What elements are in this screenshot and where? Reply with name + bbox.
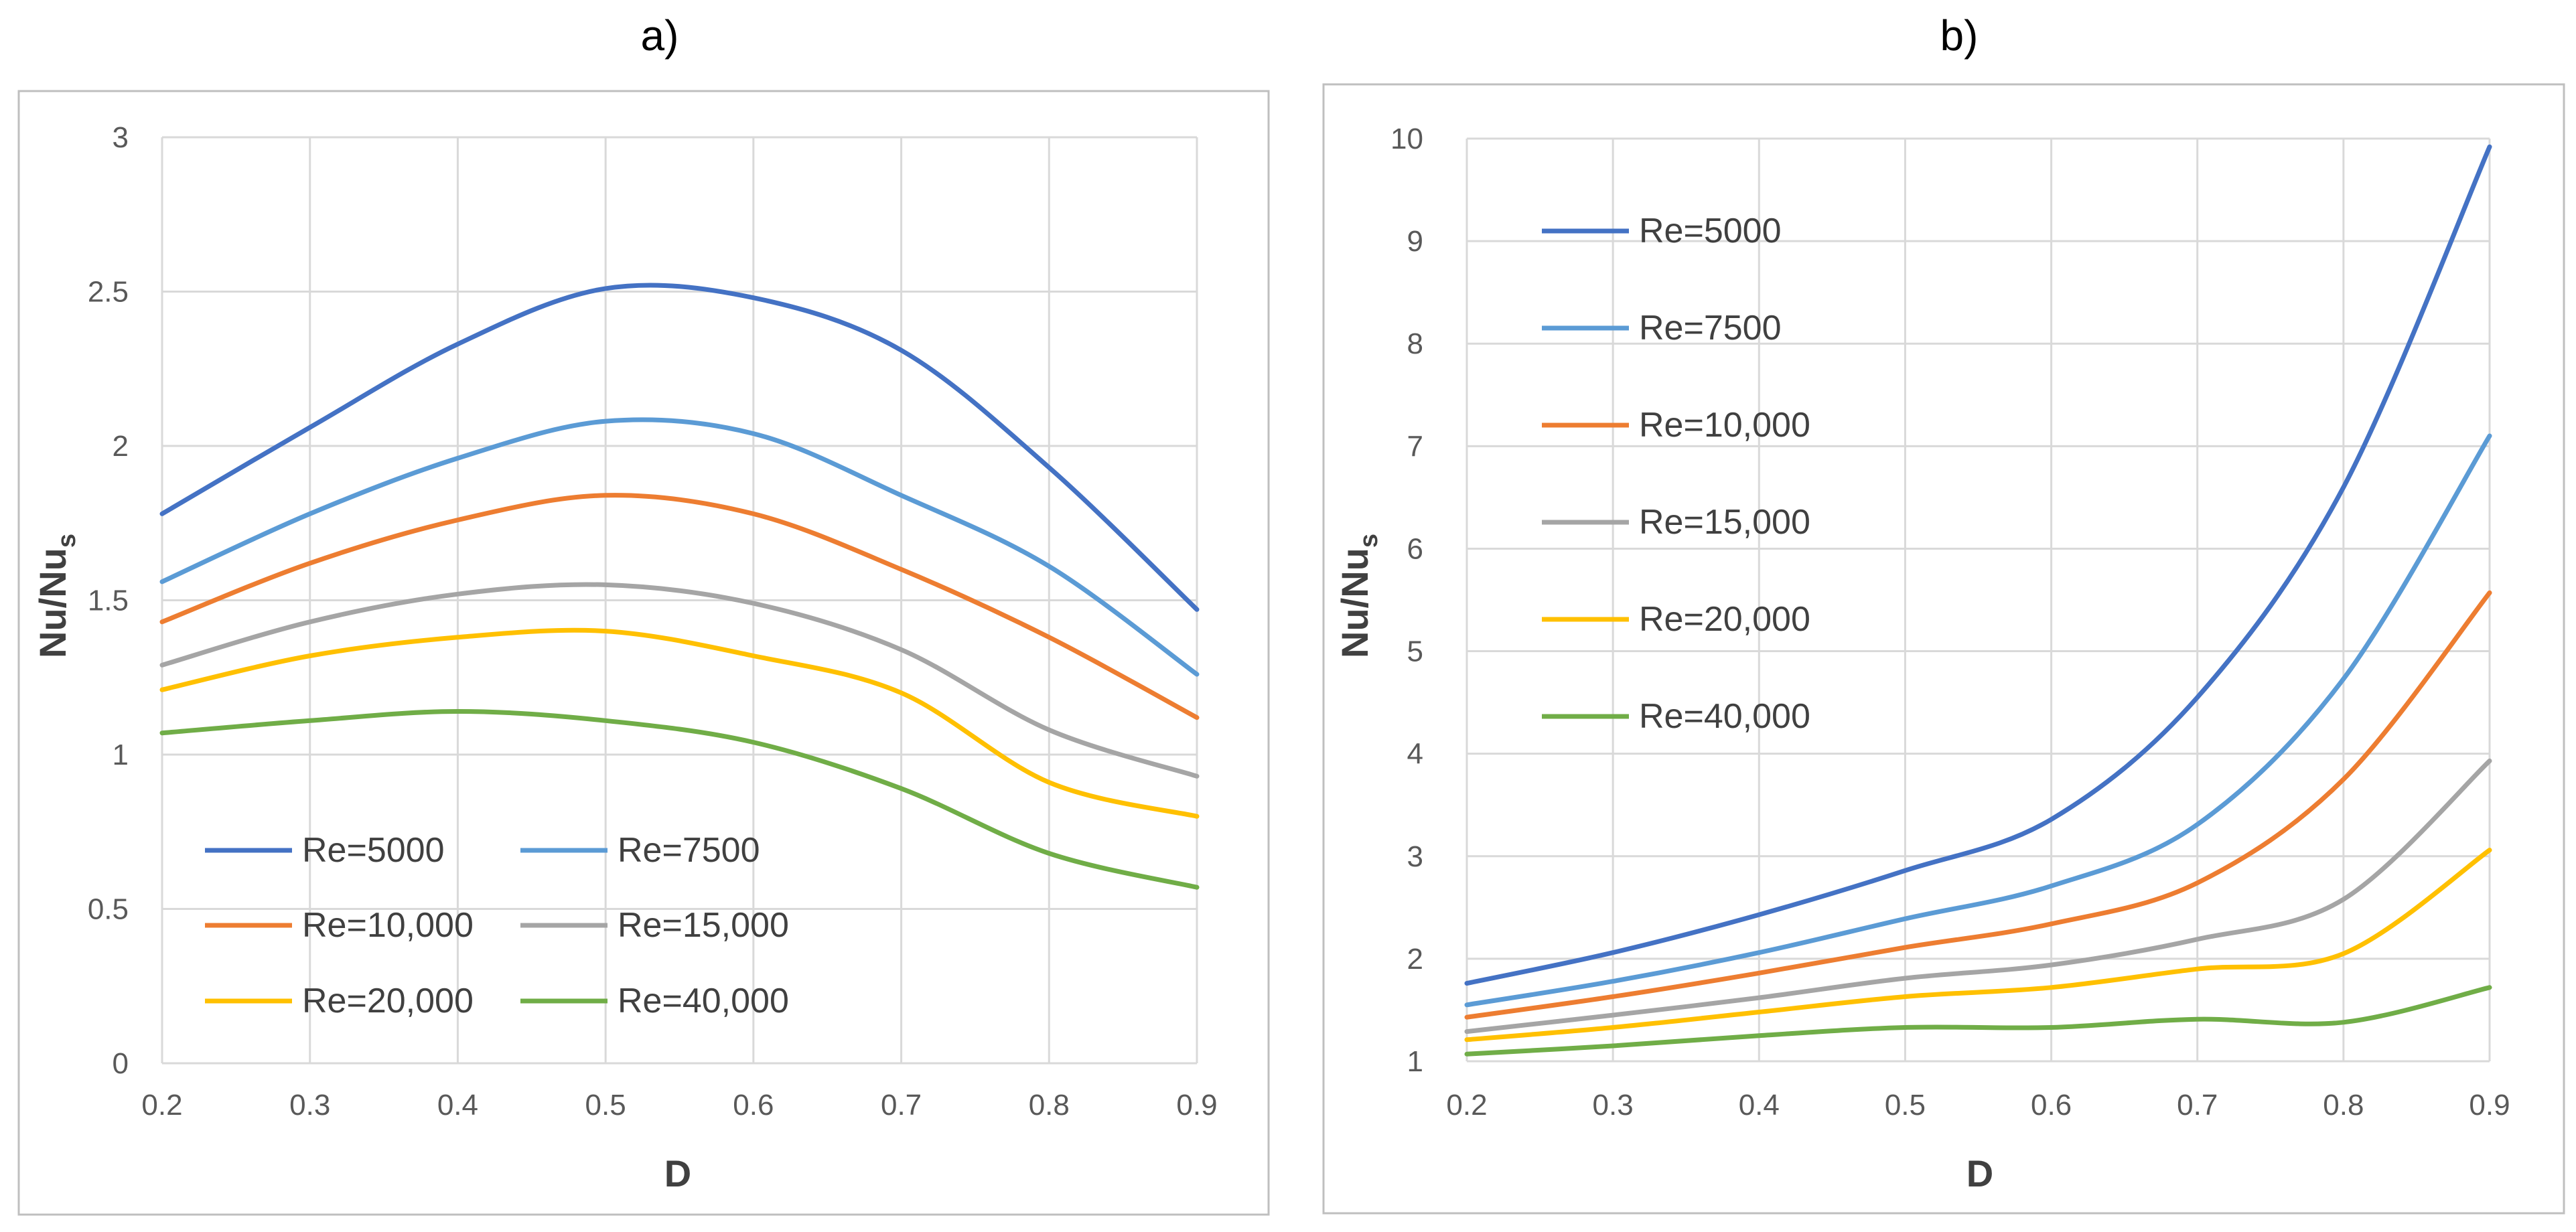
legend: Re=5000 Re=7500 Re=10,000 Re=15,000 Re=20,00… — [1542, 212, 1810, 736]
y-tick-label: 3 — [113, 121, 129, 154]
series-line — [1464, 590, 2492, 1020]
x-axis-title: D — [1966, 1152, 1993, 1195]
x-tick-label: 0.3 — [289, 1089, 330, 1122]
legend-label: Re=15,000 — [618, 906, 789, 945]
x-tick-label: 0.9 — [1176, 1089, 1217, 1122]
series-line — [159, 709, 1200, 890]
legend-item: Re=15,000 — [1542, 503, 1810, 542]
legend-item: Re=7500 — [1542, 309, 1782, 348]
series-lines — [159, 283, 1200, 890]
x-tick-label: 0.3 — [1593, 1089, 1634, 1122]
legend-item: Re=10,000 — [1542, 406, 1810, 445]
legend-item: Re=5000 — [1542, 212, 1782, 250]
series-line — [1464, 848, 2492, 1043]
y-tick-label: 0 — [113, 1047, 129, 1080]
series-line — [159, 582, 1200, 779]
chart-panel-a: a) 0 0.5 1 1.5 2 2.5 3 0.2 0.3 0.4 0.5 0.6 0.7 0.8 0.9 D… — [17, 11, 1270, 1216]
y-tick-label: 2.5 — [88, 276, 129, 309]
legend-item: Re=40,000 — [1542, 697, 1810, 736]
x-tick-label: 0.5 — [1885, 1089, 1926, 1122]
x-tick-label: 0.4 — [437, 1089, 478, 1122]
y-tick-label: 1 — [113, 739, 129, 771]
y-tick-label: 6 — [1407, 532, 1423, 565]
y-axis-title: Nu/Nus — [1334, 534, 1383, 658]
y-axis-title: Nu/Nus — [31, 534, 81, 658]
series-line — [1464, 144, 2492, 986]
x-tick-label: 0.7 — [881, 1089, 922, 1122]
series-line — [159, 417, 1200, 677]
y-tick-label: 2 — [113, 430, 129, 463]
legend-label: Re=10,000 — [302, 906, 474, 945]
chart-frame — [1322, 83, 2565, 1215]
y-tick-label: 7 — [1407, 430, 1423, 463]
legend-label: Re=40,000 — [618, 982, 789, 1020]
series-line — [159, 493, 1200, 720]
x-tick-label: 0.4 — [1739, 1089, 1780, 1122]
gridlines — [1465, 137, 2491, 1063]
gridlines — [161, 136, 1198, 1065]
series-line — [1464, 985, 2492, 1057]
x-tick-label: 0.6 — [2031, 1089, 2072, 1122]
x-tick-label: 0.7 — [2177, 1089, 2218, 1122]
series-line — [1464, 433, 2492, 1008]
legend-label: Re=7500 — [1639, 309, 1782, 348]
legend-item: Re=20,000 — [205, 982, 474, 1020]
y-tick-label: 10 — [1390, 123, 1423, 155]
x-tick-label: 0.5 — [585, 1089, 626, 1122]
legend-label: Re=20,000 — [302, 982, 474, 1020]
y-tick-label: 1.5 — [88, 585, 129, 617]
legend-item: Re=10,000 — [205, 906, 474, 945]
y-tick-label: 9 — [1407, 225, 1423, 258]
x-axis-title: D — [664, 1152, 691, 1195]
chart-frame — [17, 90, 1270, 1216]
legend-item: Re=40,000 — [520, 982, 789, 1020]
legend-label: Re=15,000 — [1639, 503, 1810, 542]
legend-label: Re=5000 — [1639, 212, 1782, 250]
x-tick-label: 0.2 — [141, 1089, 182, 1122]
series-lines — [1464, 144, 2492, 1057]
legend-label: Re=5000 — [302, 831, 445, 870]
x-tick-label: 0.8 — [2323, 1089, 2364, 1122]
y-tick-label: 4 — [1407, 738, 1423, 771]
legend-item: Re=7500 — [520, 831, 760, 870]
y-tick-label: 2 — [1407, 943, 1423, 976]
y-tick-label: 8 — [1407, 327, 1423, 360]
x-tick-label: 0.6 — [733, 1089, 774, 1122]
legend-label: Re=7500 — [618, 831, 760, 870]
y-tick-label: 3 — [1407, 840, 1423, 873]
x-tick-label: 0.2 — [1446, 1089, 1487, 1122]
legend-label: Re=10,000 — [1639, 406, 1810, 445]
y-tick-label: 0.5 — [88, 893, 129, 926]
y-tick-label: 1 — [1407, 1045, 1423, 1078]
x-tick-label: 0.8 — [1029, 1089, 1070, 1122]
legend-label: Re=20,000 — [1639, 600, 1810, 639]
panel-title: b) — [1940, 11, 1979, 60]
series-line — [159, 627, 1200, 819]
chart-panel-b: b) 1 2 3 4 5 6 7 8 9 10 0.2 0.3 0.4 0.5 0.6 0.7 0.8 0.9 D Nu… — [1322, 11, 2565, 1215]
x-tick-label: 0.9 — [2469, 1089, 2510, 1122]
legend-label: Re=40,000 — [1639, 697, 1810, 736]
y-tick-label: 5 — [1407, 635, 1423, 668]
panel-title: a) — [641, 11, 679, 60]
series-line — [1464, 758, 2492, 1034]
legend-item: Re=20,000 — [1542, 600, 1810, 639]
series-line — [159, 283, 1200, 612]
legend-item: Re=15,000 — [520, 906, 789, 945]
legend: Re=5000 Re=7500 Re=10,000 Re=15,000 Re=20,00… — [205, 831, 789, 1020]
legend-item: Re=5000 — [205, 831, 445, 870]
